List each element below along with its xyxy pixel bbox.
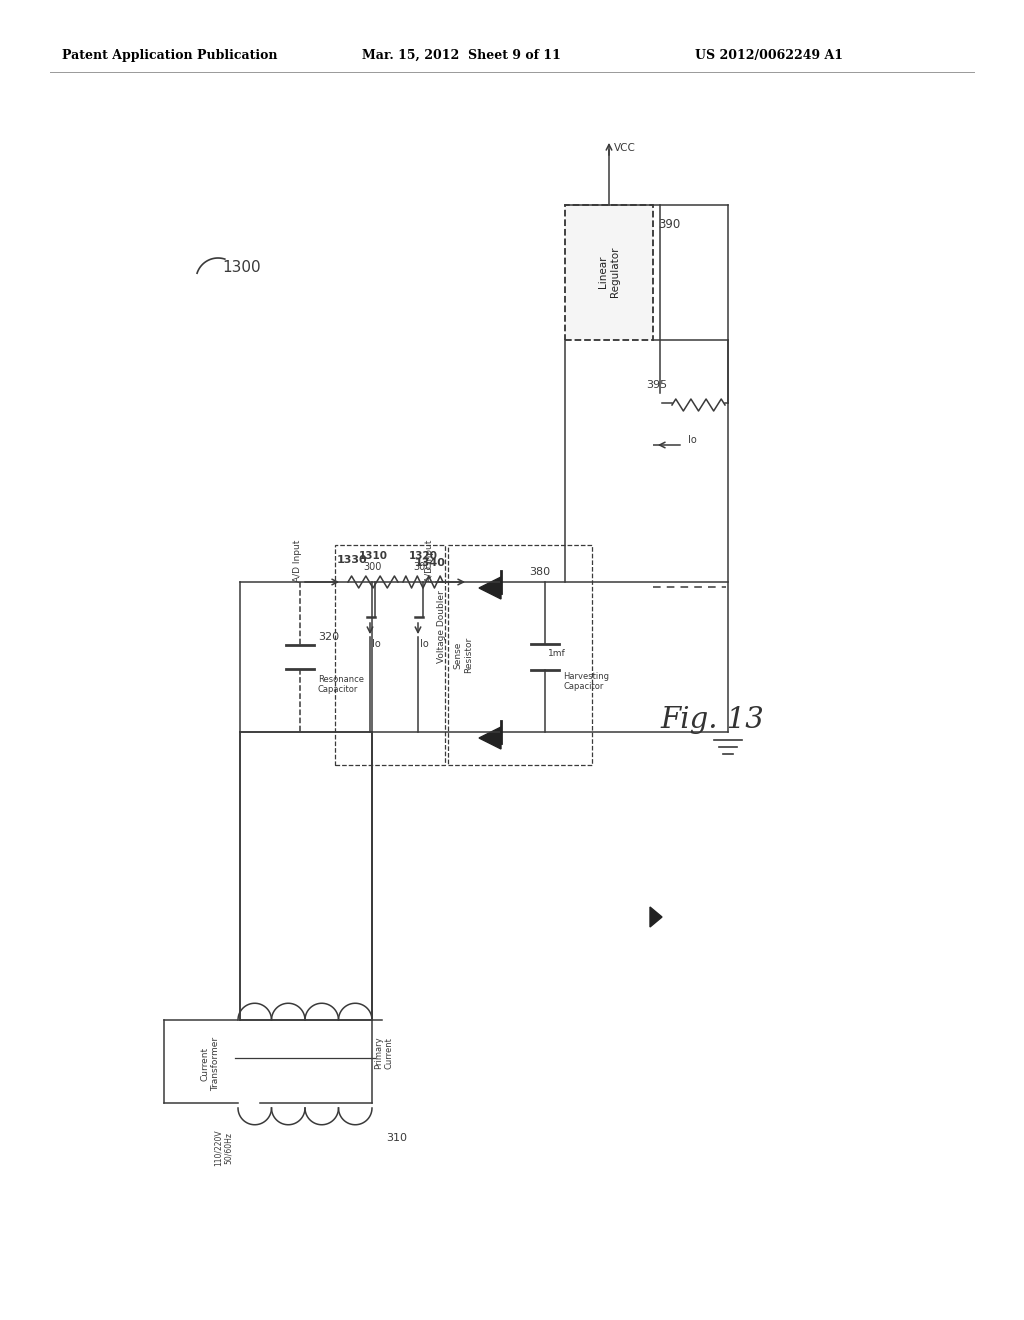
Text: A/D Input: A/D Input: [426, 540, 434, 582]
Text: 300: 300: [414, 562, 432, 572]
Polygon shape: [479, 727, 501, 748]
Text: Io: Io: [372, 639, 381, 649]
Text: Voltage Doubler: Voltage Doubler: [437, 590, 446, 663]
Text: Mar. 15, 2012  Sheet 9 of 11: Mar. 15, 2012 Sheet 9 of 11: [362, 49, 561, 62]
Text: 1300: 1300: [222, 260, 261, 276]
Text: 300: 300: [364, 562, 382, 572]
Text: 1310: 1310: [358, 550, 387, 561]
Text: Io: Io: [688, 436, 696, 445]
Text: 1340: 1340: [415, 558, 446, 568]
Text: 310: 310: [386, 1133, 408, 1143]
Text: Resonance
Capacitor: Resonance Capacitor: [318, 675, 364, 694]
Text: Fig. 13: Fig. 13: [660, 706, 764, 734]
Text: 1mf: 1mf: [548, 649, 565, 659]
Bar: [335, 545, 445, 766]
Text: Current
Transformer: Current Transformer: [201, 1038, 220, 1092]
Text: 390: 390: [658, 219, 680, 231]
Text: Primary
Current: Primary Current: [375, 1036, 393, 1069]
Text: 1320: 1320: [409, 550, 437, 561]
Text: Patent Application Publication: Patent Application Publication: [62, 49, 278, 62]
Text: 395: 395: [646, 380, 668, 389]
Text: Harvesting
Capacitor: Harvesting Capacitor: [563, 672, 609, 692]
Text: 380: 380: [529, 568, 551, 577]
Text: 320: 320: [318, 632, 339, 642]
Text: Linear
Regulator: Linear Regulator: [598, 247, 620, 297]
Bar: [565, 205, 653, 341]
Text: A/D Input: A/D Input: [293, 540, 301, 582]
Text: Io: Io: [420, 639, 429, 649]
Text: 110/220V
50/60Hz: 110/220V 50/60Hz: [213, 1130, 232, 1167]
Polygon shape: [650, 907, 662, 927]
Polygon shape: [479, 577, 501, 599]
Text: Sense
Resistor: Sense Resistor: [454, 636, 473, 673]
Bar: [449, 545, 592, 766]
Text: VCC: VCC: [614, 143, 636, 153]
Text: 1330: 1330: [337, 554, 368, 565]
Text: US 2012/0062249 A1: US 2012/0062249 A1: [695, 49, 843, 62]
